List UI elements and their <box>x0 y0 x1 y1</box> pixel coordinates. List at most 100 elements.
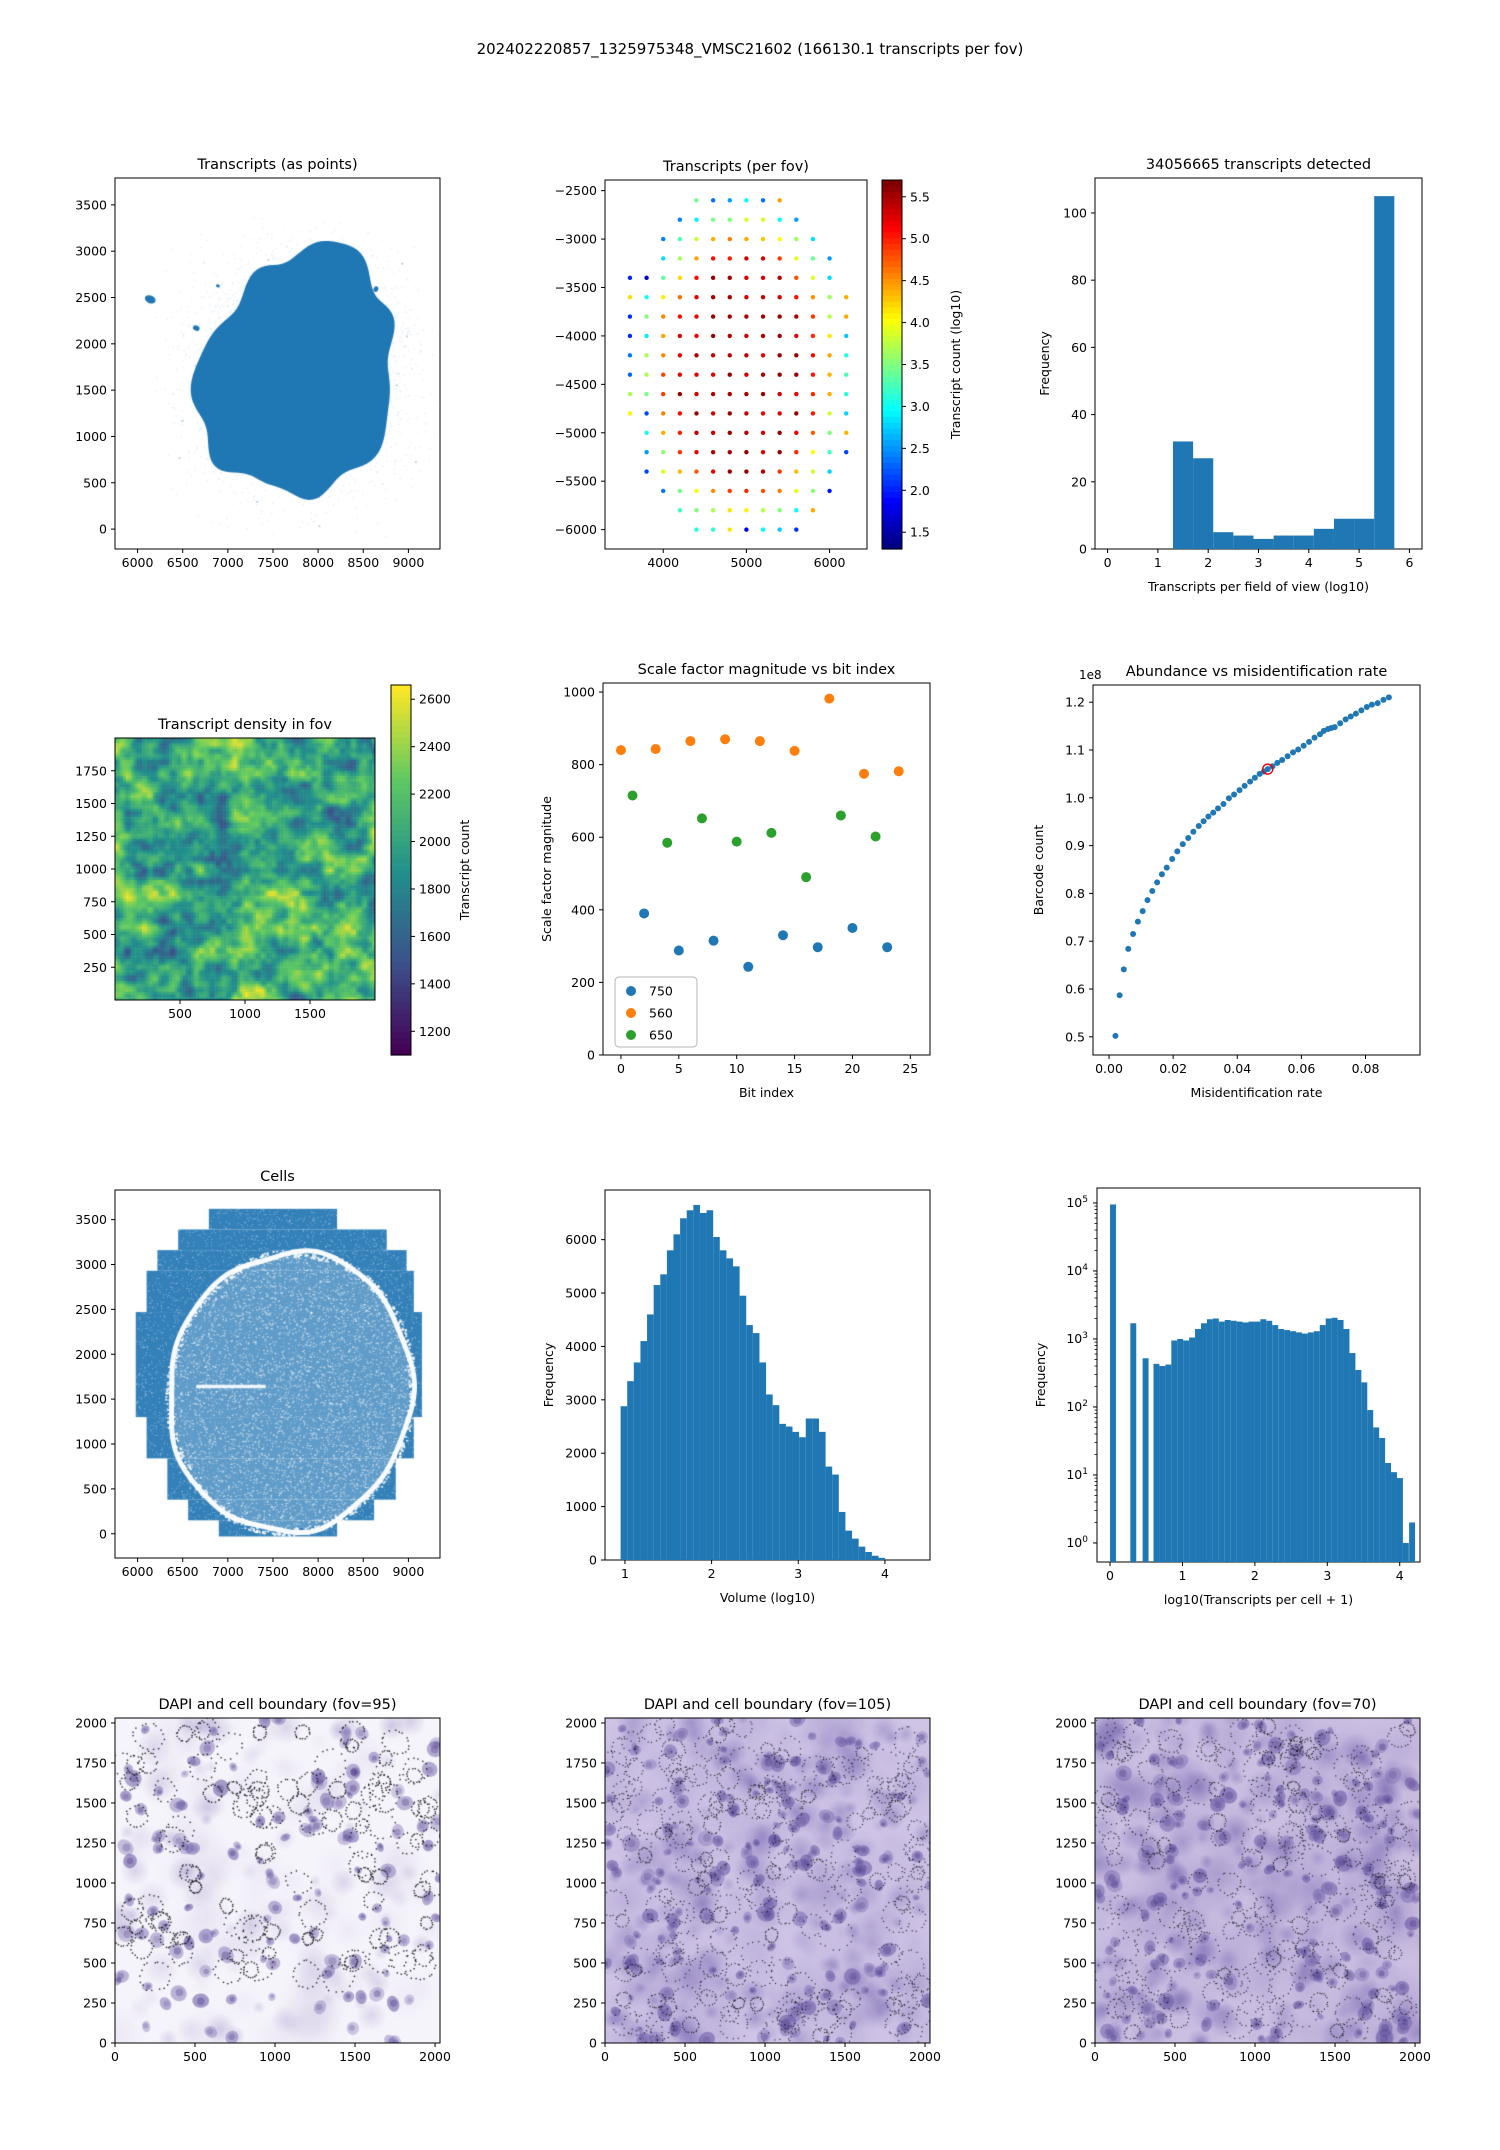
svg-text:Transcript count (log10): Transcript count (log10) <box>948 290 963 440</box>
svg-text:800: 800 <box>571 757 595 772</box>
dapi-image-fov95 <box>115 1718 440 2043</box>
svg-text:1750: 1750 <box>75 1755 107 1770</box>
svg-text:2500: 2500 <box>75 1302 107 1317</box>
svg-text:−4000: −4000 <box>555 328 597 343</box>
svg-text:103: 103 <box>1066 1331 1088 1346</box>
svg-text:0: 0 <box>589 2036 597 2051</box>
svg-text:1000: 1000 <box>75 1875 107 1890</box>
svg-text:500: 500 <box>83 927 107 942</box>
svg-text:Transcripts (per fov): Transcripts (per fov) <box>662 159 809 175</box>
svg-text:1600: 1600 <box>419 929 451 944</box>
subplot-transcripts_per_cell_hist: 0 1 2 3 4 100 101 102 103 104 105 log10(Transcripts… <box>1033 1187 1421 1607</box>
colorbar-transcript-count-log10-: 1.5 2.0 2.5 3.0 3.5 4.0 4.5 5.0 5.5 Transcript co… <box>881 179 963 550</box>
subplot-scale_factor: 0 5 10 15 20 25 0 200 400 600 800 1000 Scale factor … <box>539 662 931 1100</box>
svg-text:6500: 6500 <box>167 1564 199 1579</box>
svg-text:0.02: 0.02 <box>1159 1061 1187 1076</box>
svg-text:5.0: 5.0 <box>910 231 930 246</box>
svg-text:1250: 1250 <box>75 1835 107 1850</box>
svg-text:2400: 2400 <box>419 739 451 754</box>
svg-text:1000: 1000 <box>565 1499 597 1514</box>
svg-text:0: 0 <box>1091 2049 1099 2064</box>
svg-text:Frequency: Frequency <box>1037 331 1052 396</box>
svg-text:500: 500 <box>83 1481 107 1496</box>
subplot-dapi_1: 0 500 1000 1500 2000 0 250 500 750 1000 1250 1500 17… <box>75 1697 451 2064</box>
svg-text:750: 750 <box>1063 1915 1087 1930</box>
transcript-density-heatmap <box>115 738 375 1000</box>
svg-text:1750: 1750 <box>75 763 107 778</box>
svg-text:250: 250 <box>83 1995 107 2010</box>
svg-text:Barcode count: Barcode count <box>1031 825 1046 916</box>
svg-text:2200: 2200 <box>419 787 451 802</box>
svg-text:1.2: 1.2 <box>1065 695 1085 710</box>
svg-text:3: 3 <box>794 1566 802 1581</box>
svg-text:0: 0 <box>1079 542 1087 557</box>
svg-text:0: 0 <box>1079 2036 1087 2051</box>
svg-text:7000: 7000 <box>212 1564 244 1579</box>
svg-text:2: 2 <box>1251 1568 1259 1583</box>
svg-text:1500: 1500 <box>1319 2049 1351 2064</box>
svg-text:500: 500 <box>673 2049 697 2064</box>
svg-text:1000: 1000 <box>259 2049 291 2064</box>
svg-text:500: 500 <box>168 1006 192 1021</box>
svg-text:4000: 4000 <box>647 555 679 570</box>
svg-text:Scale factor magnitude vs bit: Scale factor magnitude vs bit index <box>638 662 896 678</box>
svg-text:2000: 2000 <box>565 1715 597 1730</box>
svg-text:0: 0 <box>111 2049 119 2064</box>
svg-text:5.5: 5.5 <box>910 189 930 204</box>
svg-text:1250: 1250 <box>75 829 107 844</box>
svg-text:102: 102 <box>1066 1399 1088 1414</box>
subplot-cells: 6000 6500 7000 7500 8000 8500 9000 0 500 1000 1500… <box>75 1169 441 1579</box>
svg-text:650: 650 <box>649 1028 673 1043</box>
svg-text:5: 5 <box>1355 555 1363 570</box>
svg-text:8000: 8000 <box>302 1564 334 1579</box>
svg-text:1.5: 1.5 <box>910 525 930 540</box>
svg-text:0: 0 <box>587 1048 595 1063</box>
svg-text:DAPI and cell boundary (fov=95: DAPI and cell boundary (fov=95) <box>158 1697 396 1713</box>
svg-text:2000: 2000 <box>419 834 451 849</box>
svg-text:0: 0 <box>617 1061 625 1076</box>
svg-text:2.5: 2.5 <box>910 441 930 456</box>
svg-text:3500: 3500 <box>75 1212 107 1227</box>
svg-text:0.00: 0.00 <box>1095 1061 1123 1076</box>
svg-text:6500: 6500 <box>167 555 199 570</box>
svg-text:40: 40 <box>1071 407 1087 422</box>
svg-text:3500: 3500 <box>75 197 107 212</box>
svg-text:3000: 3000 <box>75 1257 107 1272</box>
svg-text:0.8: 0.8 <box>1065 886 1085 901</box>
svg-text:500: 500 <box>1063 1955 1087 1970</box>
svg-text:4.0: 4.0 <box>910 315 930 330</box>
svg-text:500: 500 <box>83 1955 107 1970</box>
transcripts-points-plot <box>115 178 440 549</box>
svg-text:100: 100 <box>1066 1535 1088 1550</box>
svg-text:6000: 6000 <box>122 555 154 570</box>
svg-text:0.7: 0.7 <box>1065 934 1085 949</box>
svg-text:1500: 1500 <box>1055 1795 1087 1810</box>
svg-text:6000: 6000 <box>814 555 846 570</box>
svg-text:1250: 1250 <box>1055 1835 1087 1850</box>
svg-text:2000: 2000 <box>909 2049 941 2064</box>
svg-text:750: 750 <box>573 1915 597 1930</box>
cells-plot <box>115 1190 440 1558</box>
svg-text:105: 105 <box>1066 1195 1088 1210</box>
svg-text:250: 250 <box>1063 1995 1087 2010</box>
subplot-transcripts_per_fov: 4000 5000 6000 −2500 −3000 −3500 −4000 −4500 −50… <box>555 159 868 570</box>
svg-text:25: 25 <box>902 1061 918 1076</box>
svg-text:Transcripts per field of view: Transcripts per field of view (log10) <box>1147 579 1369 594</box>
svg-text:750: 750 <box>83 894 107 909</box>
svg-text:3: 3 <box>1323 1568 1331 1583</box>
subplot-volume_hist: 1 2 3 4 0 1000 2000 3000 4000 5000 6000 Volume (log… <box>541 1189 931 1605</box>
svg-text:9000: 9000 <box>392 555 424 570</box>
svg-text:0.08: 0.08 <box>1352 1061 1380 1076</box>
svg-text:0: 0 <box>99 1526 107 1541</box>
svg-text:−5500: −5500 <box>555 474 597 489</box>
svg-text:4000: 4000 <box>565 1339 597 1354</box>
svg-text:1000: 1000 <box>75 862 107 877</box>
svg-text:560: 560 <box>649 1006 673 1021</box>
svg-text:3.5: 3.5 <box>910 357 930 372</box>
svg-text:2: 2 <box>708 1566 716 1581</box>
svg-text:1500: 1500 <box>75 1392 107 1407</box>
svg-text:Volume (log10): Volume (log10) <box>720 1590 815 1605</box>
